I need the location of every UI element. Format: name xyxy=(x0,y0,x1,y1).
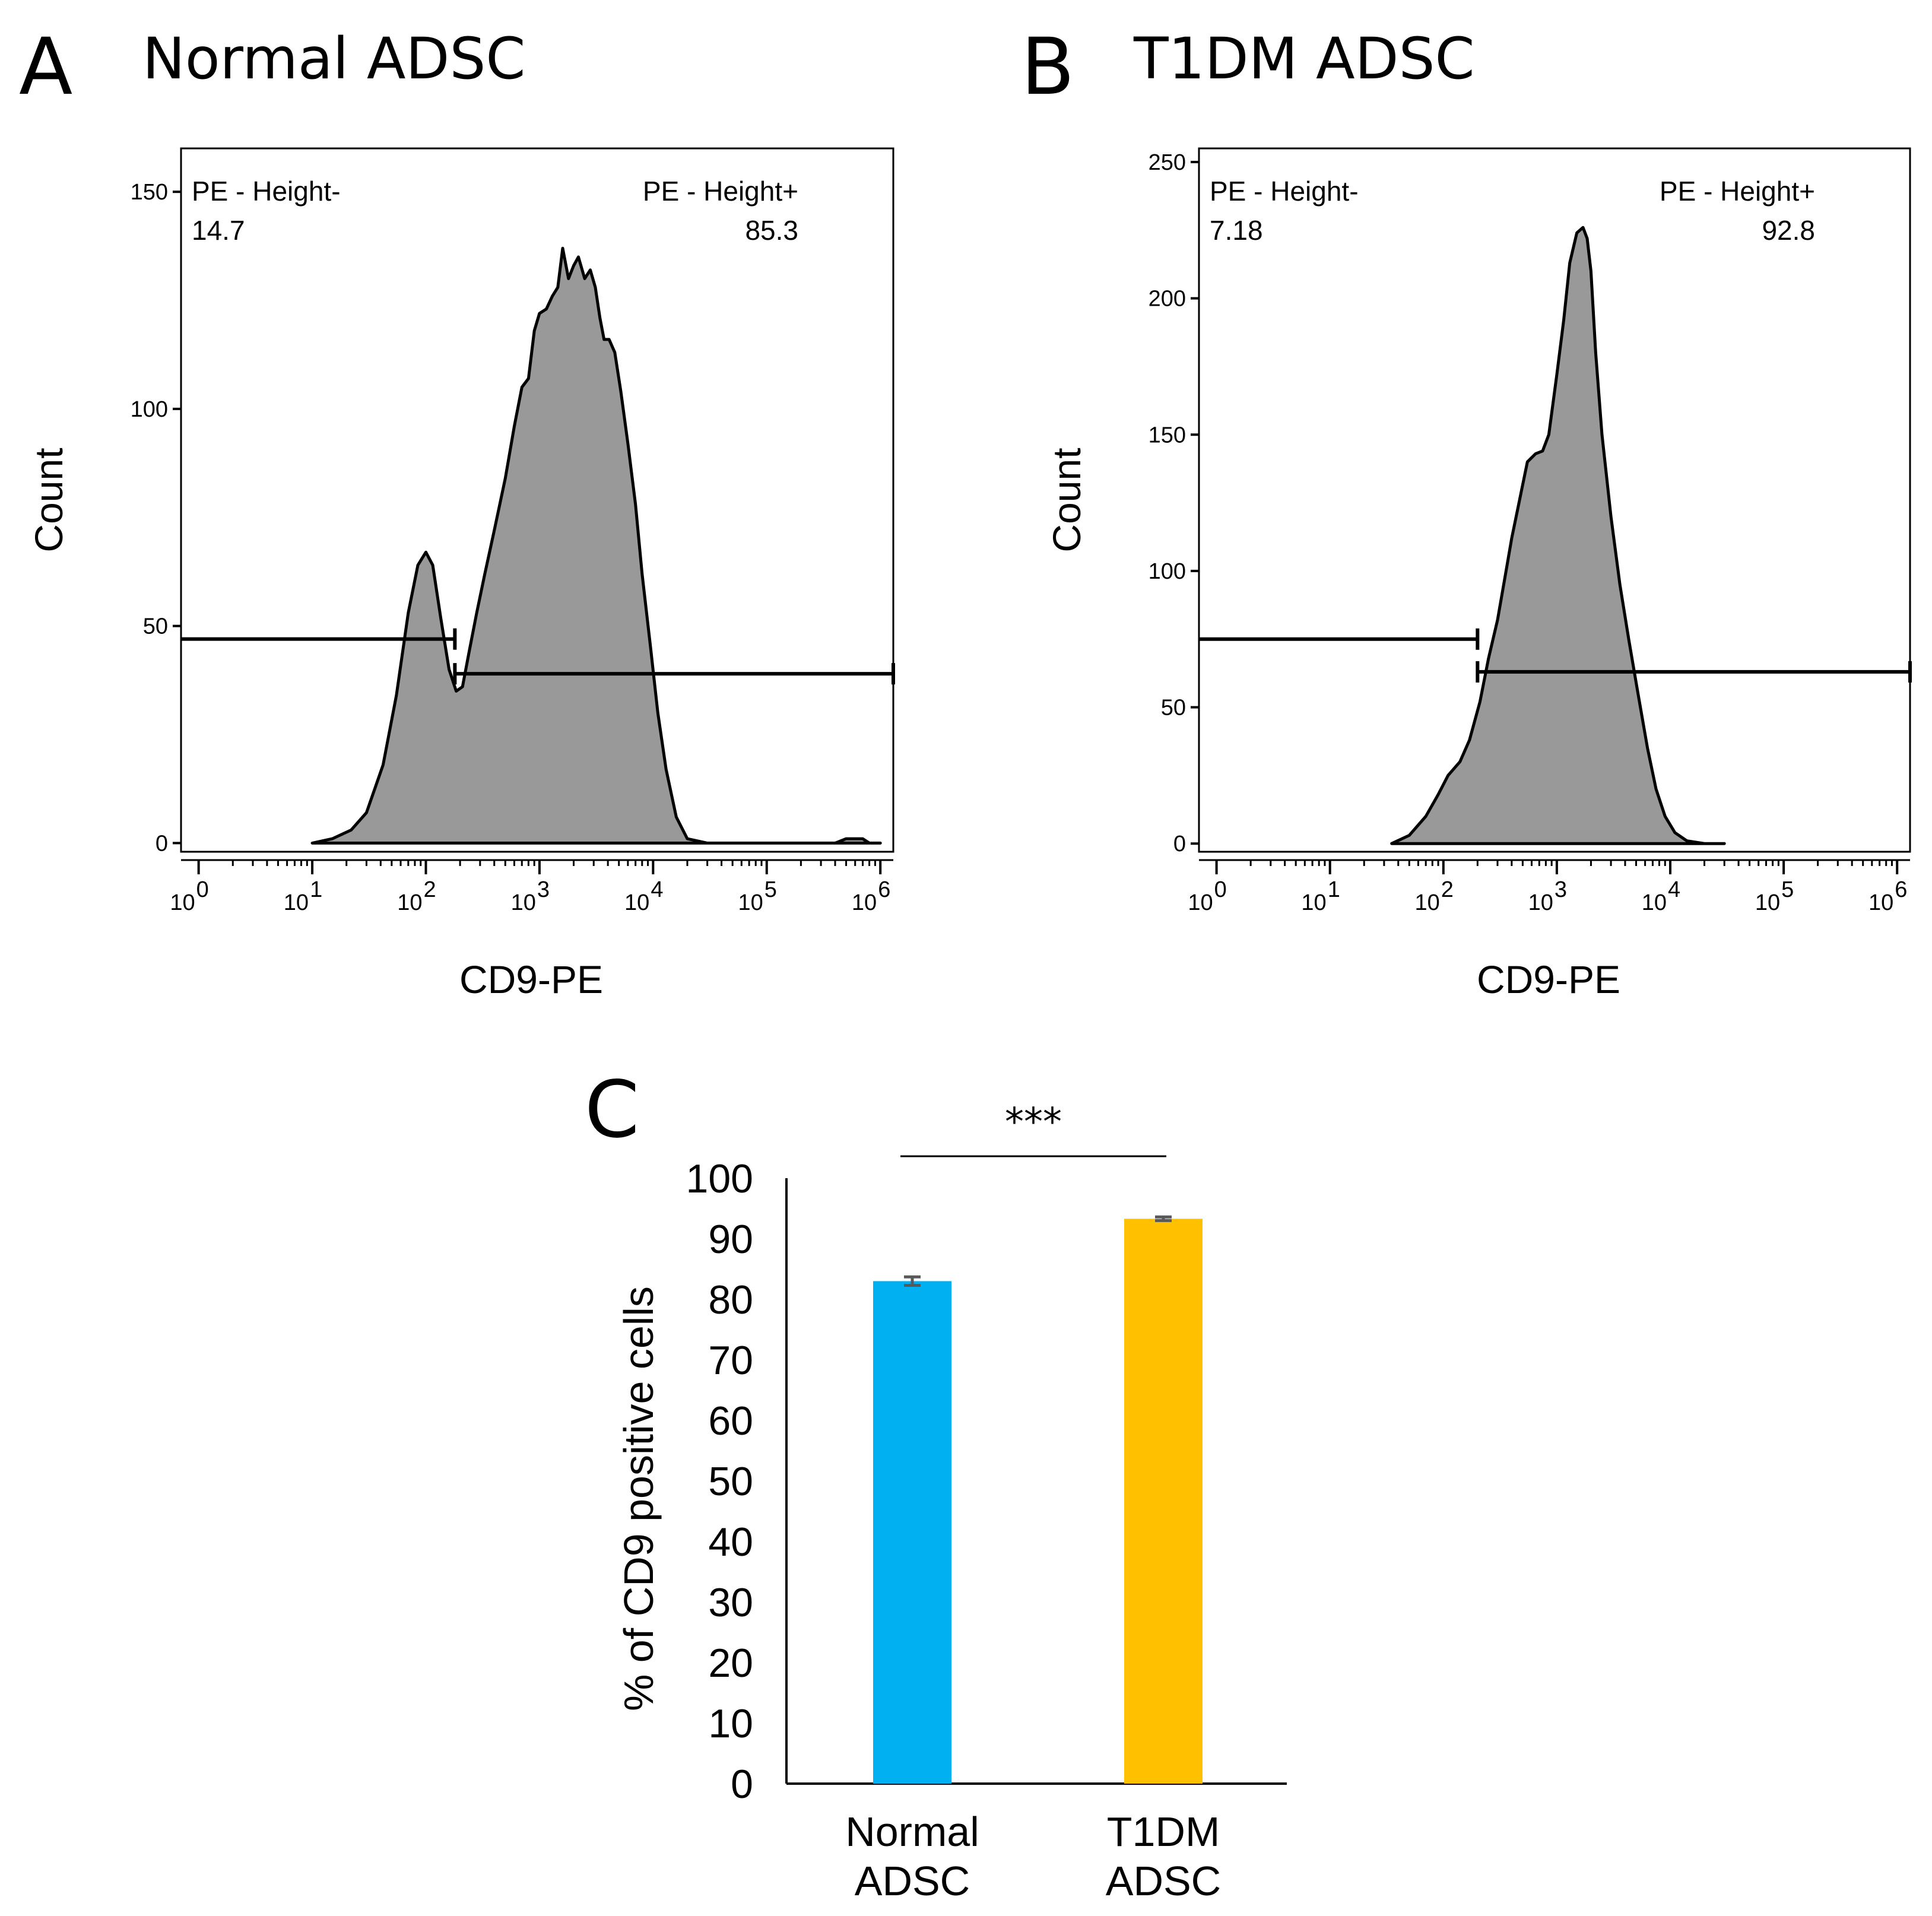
panel-b: B T1DM ADSC 0501001502002501001011021031… xyxy=(1021,21,1912,1001)
hist-a-xtick-exp: 3 xyxy=(537,877,550,902)
hist-b-xtick-exp: 5 xyxy=(1781,877,1794,902)
panel-a: A Normal ADSC 05010015010010110210310410… xyxy=(19,21,895,1001)
hist-b-histogram-area xyxy=(1390,226,1726,845)
panel-b-letter: B xyxy=(1021,21,1075,113)
hist-b-xtick-exp: 6 xyxy=(1895,877,1907,902)
bar-ytick-label: 10 xyxy=(708,1701,753,1746)
hist-b-ytick-label: 100 xyxy=(1149,559,1186,584)
hist-a-ytick-label: 100 xyxy=(131,397,168,422)
hist-a-gate-percent: 85.3 xyxy=(745,215,798,246)
bar-ytick-label: 90 xyxy=(708,1217,753,1262)
hist-b-xtick-label: 10 xyxy=(1301,890,1326,915)
hist-b-xtick-exp: 3 xyxy=(1555,877,1567,902)
bar-category-label: T1DM xyxy=(1107,1809,1220,1855)
hist-a-xtick-label: 10 xyxy=(397,890,422,915)
hist-b-ytick-label: 150 xyxy=(1149,423,1186,448)
bar-ytick-label: 100 xyxy=(686,1156,753,1201)
hist-a-xtick-label: 10 xyxy=(170,890,195,915)
hist-b-ytick-label: 50 xyxy=(1161,696,1186,721)
hist-a-xtick-exp: 1 xyxy=(310,877,322,902)
panel-c: C 0102030405060708090100NormalADSCT1DMAD… xyxy=(585,1064,1287,1904)
bar-chart-c: 0102030405060708090100NormalADSCT1DMADSC… xyxy=(616,1100,1287,1904)
hist-a-ytick-label: 150 xyxy=(131,180,168,205)
bar-ytick-label: 20 xyxy=(708,1641,753,1686)
hist-b-ytick-label: 250 xyxy=(1149,150,1186,175)
hist-b-xtick-exp: 0 xyxy=(1214,877,1227,902)
bar-ytick-label: 50 xyxy=(708,1459,753,1504)
bar-category-label: ADSC xyxy=(855,1858,970,1904)
hist-b-xtick-label: 10 xyxy=(1868,890,1893,915)
hist-a-plot-frame xyxy=(180,147,894,853)
panel-a-title: Normal ADSC xyxy=(142,26,525,92)
hist-b-gate-name: PE - Height+ xyxy=(1660,176,1815,207)
hist-a-xtick-exp: 2 xyxy=(423,877,436,902)
hist-a-y-axis-label: Count xyxy=(27,448,71,552)
hist-b-gate-percent: 7.18 xyxy=(1210,215,1263,246)
hist-b-gate-name: PE - Height- xyxy=(1210,176,1359,207)
hist-a-xtick-label: 10 xyxy=(511,890,536,915)
bar-ytick-label: 80 xyxy=(708,1277,753,1322)
hist-a-xtick-exp: 0 xyxy=(196,877,209,902)
bar-normal-adsc xyxy=(873,1281,951,1784)
hist-a-x-axis-label: CD9-PE xyxy=(459,957,603,1001)
hist-a-xtick-exp: 6 xyxy=(878,877,890,902)
hist-a-ytick-label: 0 xyxy=(156,831,168,856)
hist-b-xtick-exp: 2 xyxy=(1441,877,1454,902)
hist-a-xtick-label: 10 xyxy=(284,890,309,915)
bar-ytick-label: 60 xyxy=(708,1398,753,1444)
hist-a-xtick-label: 10 xyxy=(738,890,763,915)
hist-a-ytick-label: 50 xyxy=(143,614,168,639)
hist-b-ytick-label: 200 xyxy=(1149,287,1186,312)
hist-b-ytick-label: 0 xyxy=(1173,832,1186,857)
hist-a-histogram-area xyxy=(310,246,882,845)
hist-a-xtick-label: 10 xyxy=(852,890,877,915)
hist-a-gate-name: PE - Height+ xyxy=(643,176,798,207)
bar-ytick-label: 0 xyxy=(731,1762,753,1807)
hist-a-xtick-exp: 4 xyxy=(651,877,663,902)
bar-ytick-label: 40 xyxy=(708,1520,753,1565)
panel-c-letter: C xyxy=(585,1064,639,1156)
bar-category-label: Normal xyxy=(845,1809,979,1855)
hist-b-xtick-label: 10 xyxy=(1415,890,1440,915)
hist-b-xtick-label: 10 xyxy=(1642,890,1667,915)
bar-category-label: ADSC xyxy=(1106,1858,1221,1904)
hist-b-y-axis-label: Count xyxy=(1045,448,1089,552)
panel-a-letter: A xyxy=(19,21,72,113)
bar-ytick-label: 70 xyxy=(708,1338,753,1383)
hist-b-x-axis-label: CD9-PE xyxy=(1477,957,1620,1001)
hist-b-xtick-label: 10 xyxy=(1528,890,1553,915)
bar-ytick-label: 30 xyxy=(708,1580,753,1625)
panel-b-title: T1DM ADSC xyxy=(1133,26,1475,92)
hist-b-xtick-exp: 4 xyxy=(1668,877,1680,902)
hist-a-xtick-label: 10 xyxy=(624,890,649,915)
hist-a-gate-percent: 14.7 xyxy=(192,215,245,246)
bar-t1dm-adsc xyxy=(1124,1219,1203,1784)
bar-y-axis-label: % of CD9 positive cells xyxy=(616,1286,662,1711)
hist-b-xtick-exp: 1 xyxy=(1328,877,1340,902)
hist-a-xtick-exp: 5 xyxy=(764,877,777,902)
hist-b-xtick-label: 10 xyxy=(1755,890,1780,915)
hist-b-gate-percent: 92.8 xyxy=(1762,215,1815,246)
hist-b-xtick-label: 10 xyxy=(1188,890,1213,915)
hist-b-plot-frame xyxy=(1198,147,1911,853)
hist-a-gate-name: PE - Height- xyxy=(192,176,341,207)
significance-stars: *** xyxy=(1005,1100,1062,1144)
